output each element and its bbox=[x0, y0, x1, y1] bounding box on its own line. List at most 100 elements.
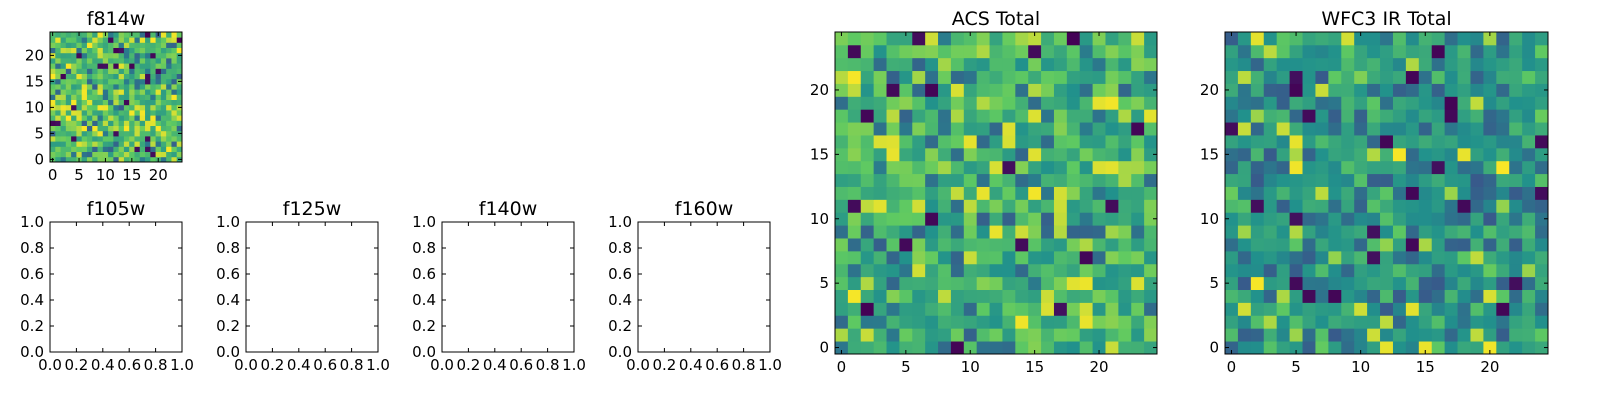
heatmap-cell bbox=[55, 84, 61, 90]
heatmap-cell bbox=[1418, 238, 1433, 252]
heatmap-cell bbox=[118, 84, 125, 90]
heatmap-cell bbox=[1328, 44, 1342, 59]
heatmap-cell bbox=[1015, 96, 1029, 110]
heatmap-cell bbox=[1066, 109, 1081, 123]
heatmap-cell bbox=[1405, 147, 1420, 162]
heatmap-cell bbox=[1367, 70, 1381, 84]
heatmap-cell bbox=[847, 199, 862, 213]
heatmap-cell bbox=[1431, 160, 1446, 175]
heatmap-cell bbox=[1276, 122, 1290, 136]
heatmap-cell bbox=[92, 146, 98, 152]
heatmap-cell bbox=[1470, 109, 1484, 123]
heatmap-cell bbox=[1263, 315, 1278, 329]
heatmap-cell bbox=[1053, 109, 1068, 123]
heatmap-cell bbox=[1041, 289, 1055, 303]
heatmap-cell bbox=[1237, 135, 1252, 149]
heatmap-cell bbox=[989, 147, 1003, 162]
heatmap-cell bbox=[1250, 302, 1265, 316]
heatmap-cell bbox=[873, 341, 887, 355]
heatmap-cell bbox=[1522, 225, 1536, 239]
heatmap-cell bbox=[1250, 147, 1265, 162]
heatmap-cell bbox=[1118, 250, 1132, 265]
heatmap-cell bbox=[912, 328, 926, 342]
heatmap-cell bbox=[1418, 122, 1433, 136]
heatmap-cell bbox=[1367, 341, 1381, 355]
heatmap-cell bbox=[1341, 160, 1355, 175]
heatmap-cell bbox=[1535, 225, 1549, 239]
y-tick-label: 0.6 bbox=[20, 265, 44, 283]
heatmap-cell bbox=[1092, 135, 1106, 149]
heatmap-cell bbox=[160, 156, 167, 163]
heatmap-cell bbox=[1041, 57, 1055, 72]
heatmap-cell bbox=[873, 160, 887, 175]
heatmap-cell bbox=[81, 63, 88, 69]
heatmap-cell bbox=[1315, 250, 1329, 265]
heatmap-cell bbox=[938, 341, 952, 355]
heatmap-cell bbox=[1225, 199, 1239, 213]
heatmap-cell bbox=[847, 341, 862, 355]
heatmap-cell bbox=[1066, 212, 1081, 226]
heatmap-cell bbox=[1131, 328, 1145, 342]
heatmap-cell bbox=[65, 156, 72, 163]
heatmap-cell bbox=[835, 96, 849, 110]
heatmap-cell bbox=[860, 32, 875, 46]
heatmap-cell bbox=[1341, 302, 1355, 316]
heatmap-cell bbox=[989, 57, 1003, 72]
heatmap-cell bbox=[1144, 276, 1158, 290]
heatmap-cell bbox=[963, 70, 978, 84]
heatmap-cell bbox=[1535, 199, 1549, 213]
heatmap-cell bbox=[860, 122, 875, 136]
heatmap-cell bbox=[1302, 315, 1316, 329]
heatmap-cell bbox=[1079, 328, 1093, 342]
heatmap-cell bbox=[1302, 199, 1316, 213]
heatmap-cell bbox=[1405, 57, 1420, 72]
heatmap-cell bbox=[835, 276, 849, 290]
heatmap-cell bbox=[92, 42, 98, 48]
heatmap-cell bbox=[1225, 238, 1239, 252]
heatmap-cell bbox=[86, 63, 93, 69]
heatmap-cell bbox=[155, 104, 162, 111]
heatmap-cell bbox=[835, 173, 849, 187]
heatmap-cell bbox=[1066, 315, 1081, 329]
heatmap-cell bbox=[50, 63, 56, 69]
heatmap-cell bbox=[1444, 109, 1458, 123]
heatmap-cell bbox=[1028, 147, 1042, 162]
y-tick-label: 0.8 bbox=[216, 239, 240, 257]
heatmap-cell bbox=[145, 130, 151, 137]
heatmap-cell bbox=[1144, 238, 1158, 252]
heatmap-cell bbox=[976, 173, 990, 187]
heatmap-cell bbox=[1302, 341, 1316, 355]
heatmap-cell bbox=[950, 225, 965, 239]
heatmap-cell bbox=[118, 78, 125, 85]
heatmap-cell bbox=[1105, 212, 1119, 226]
heatmap-cell bbox=[1431, 135, 1446, 149]
heatmap-cell bbox=[102, 125, 109, 132]
heatmap-cell bbox=[950, 70, 965, 84]
heatmap-cell bbox=[123, 104, 130, 111]
heatmap-cell bbox=[55, 42, 61, 48]
heatmap-cell bbox=[1041, 70, 1055, 84]
heatmap-cell bbox=[835, 250, 849, 265]
heatmap-cell bbox=[1315, 44, 1329, 59]
heatmap-cell bbox=[1079, 57, 1093, 72]
heatmap-cell bbox=[899, 263, 913, 278]
heatmap-cell bbox=[1535, 57, 1549, 72]
heatmap-cell bbox=[176, 141, 183, 147]
heatmap-cell bbox=[1315, 315, 1329, 329]
x-tick-label: 1.0 bbox=[758, 356, 782, 374]
heatmap-cell bbox=[113, 73, 120, 80]
heatmap-cell bbox=[1066, 225, 1081, 239]
heatmap-cell bbox=[1289, 212, 1303, 226]
heatmap-cell bbox=[1105, 238, 1119, 252]
heatmap-cell bbox=[1444, 276, 1458, 290]
heatmap-cell bbox=[963, 225, 978, 239]
heatmap-cell bbox=[139, 84, 146, 90]
heatmap-cell bbox=[1092, 212, 1106, 226]
heatmap-cell bbox=[1367, 135, 1381, 149]
heatmap-cell bbox=[1225, 57, 1239, 72]
heatmap-cell bbox=[108, 52, 114, 59]
heatmap-cell bbox=[886, 289, 900, 303]
heatmap-cell bbox=[97, 32, 104, 38]
heatmap-cell bbox=[1053, 186, 1068, 200]
heatmap-cell bbox=[1535, 250, 1549, 265]
